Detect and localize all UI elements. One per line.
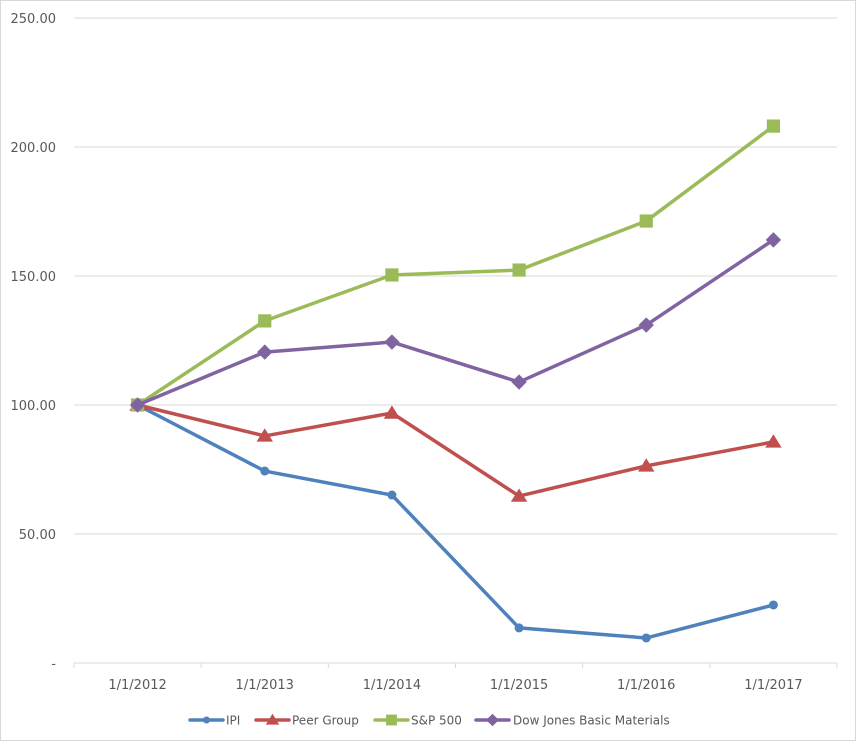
legend-item-peer-group: Peer Group <box>254 713 359 728</box>
square-marker-icon <box>766 119 781 133</box>
y-tick-label: 250.00 <box>11 12 57 27</box>
x-axis: 1/1/2012 1/1/2013 1/1/2014 1/1/2015 1/1/2016… <box>73 662 838 693</box>
x-tick-label: 1/1/2015 <box>490 678 548 693</box>
legend-label: IPI <box>226 714 240 728</box>
triangle-marker-icon <box>765 434 782 448</box>
diamond-marker-icon <box>765 232 782 248</box>
diamond-marker-icon <box>511 374 527 390</box>
series-line <box>135 238 776 407</box>
legend-label: Dow Jones Basic Materials <box>513 714 670 728</box>
square-marker-icon <box>512 263 526 277</box>
triangle-marker-icon <box>265 713 280 725</box>
circle-marker-icon <box>203 716 210 724</box>
y-tick-label: 150.00 <box>11 270 57 285</box>
diamond-marker-icon <box>257 344 273 360</box>
legend-label: Peer Group <box>292 714 359 728</box>
circle-marker-icon <box>641 633 651 643</box>
series-lines <box>129 119 782 643</box>
series-line <box>135 403 776 498</box>
series-ipi <box>133 400 778 643</box>
x-tick-label: 1/1/2017 <box>744 678 802 693</box>
diamond-marker-icon <box>384 334 400 350</box>
square-marker-icon <box>639 214 653 228</box>
square-marker-icon <box>386 714 397 726</box>
gridlines <box>74 17 837 535</box>
legend-item-ipi: IPI <box>188 714 240 728</box>
square-marker-icon <box>258 314 272 328</box>
triangle-marker-icon <box>256 428 273 442</box>
y-tick-label: 200.00 <box>11 141 57 156</box>
x-tick-label: 1/1/2014 <box>363 678 421 693</box>
x-tick-label: 1/1/2012 <box>108 678 166 693</box>
square-marker-icon <box>385 268 399 282</box>
y-tick-label: 50.00 <box>19 528 56 543</box>
diamond-marker-icon <box>129 397 146 413</box>
legend-item-s-p-500: S&P 500 <box>373 714 462 728</box>
y-tick-label: - <box>51 657 56 672</box>
circle-marker-icon <box>768 600 778 610</box>
diamond-marker-icon <box>486 713 499 727</box>
series-s-p-500 <box>130 119 781 412</box>
circle-marker-icon <box>387 490 397 500</box>
legend-label: S&P 500 <box>411 714 462 728</box>
x-tick-label: 1/1/2016 <box>617 678 675 693</box>
series-dow-jones-basic-materials <box>129 232 782 413</box>
x-tick-label: 1/1/2013 <box>236 678 294 693</box>
diamond-marker-icon <box>638 317 654 333</box>
legend: IPI Peer Group S&P 500 Dow Jones Basic Mate… <box>188 713 670 728</box>
circle-marker-icon <box>260 466 270 476</box>
series-line <box>135 403 776 640</box>
y-axis: - 50.00 100.00 150.00 200.00 250.00 <box>11 12 57 672</box>
triangle-marker-icon <box>638 458 655 472</box>
triangle-marker-icon <box>510 488 528 502</box>
legend-item-dow-jones-basic-materials: Dow Jones Basic Materials <box>474 713 670 728</box>
series-line <box>135 124 776 407</box>
triangle-marker-icon <box>383 405 401 419</box>
y-tick-label: 100.00 <box>11 399 57 414</box>
circle-marker-icon <box>514 623 524 633</box>
